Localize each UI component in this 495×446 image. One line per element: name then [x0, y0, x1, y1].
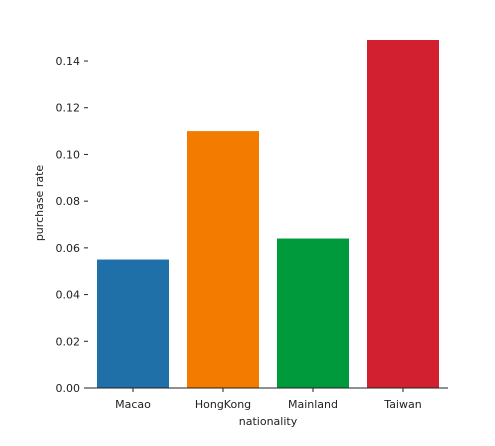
y-tick-label: 0.02	[56, 335, 81, 348]
x-tick-label: Taiwan	[383, 398, 421, 411]
y-axis-label: purchase rate	[33, 165, 46, 242]
y-tick-label: 0.08	[56, 195, 81, 208]
x-tick-label: Mainland	[288, 398, 338, 411]
y-tick-label: 0.06	[56, 242, 81, 255]
x-tick-label: HongKong	[195, 398, 251, 411]
y-tick-label: 0.00	[56, 382, 81, 395]
bar-mainland	[277, 238, 349, 388]
x-axis-label: nationality	[239, 415, 298, 428]
y-axis: 0.00 0.02 0.04 0.06 0.08 0.10 0.12 0.14	[56, 55, 88, 395]
y-tick-label: 0.10	[56, 148, 81, 161]
y-tick-label: 0.04	[56, 289, 81, 302]
x-tick-label: Macao	[115, 398, 151, 411]
bar-macao	[97, 259, 169, 388]
bars-group	[97, 40, 439, 388]
bar-taiwan	[367, 40, 439, 388]
y-tick-label: 0.12	[56, 102, 81, 115]
x-axis: Macao HongKong Mainland Taiwan	[88, 387, 448, 411]
y-tick-label: 0.14	[56, 55, 81, 68]
bar-hongkong	[187, 131, 259, 388]
